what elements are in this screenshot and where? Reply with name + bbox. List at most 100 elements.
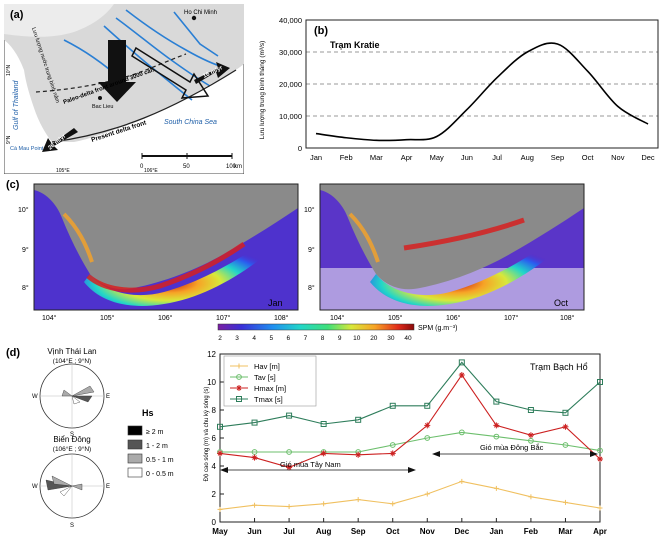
colorbar-tick: 10 <box>353 335 361 342</box>
hs-legend <box>127 425 143 478</box>
data-point <box>493 422 500 429</box>
x-tick-label: Oct <box>582 153 595 162</box>
chart-d-legend: Hav [m] Tav [s] Hmax [m] Tmax [s] <box>230 362 286 404</box>
legend-entry: Tav [s] <box>230 373 276 382</box>
sat-lat-1b: 9° <box>308 246 315 254</box>
rose1-coords: (104°E ; 9°N) <box>53 357 91 365</box>
data-point <box>459 478 465 484</box>
sat-lon-4b: 108° <box>560 314 575 322</box>
panel-d-wind: (d) Vịnh Thái Lan (104°E ; 9°N) N E S W … <box>4 346 204 544</box>
x-tick-label: Jul <box>283 527 295 536</box>
chart-b-ylabel: Lưu lượng trung bình tháng (m³/s) <box>259 41 266 140</box>
chart-b-xticks: Jan Feb Mar Apr May Jun Jul Aug Sep Oct Nov Dec <box>310 153 655 162</box>
chart-d-series <box>217 359 603 512</box>
x-tick-label: Dec <box>454 527 469 536</box>
sat-lon-4: 108° <box>274 314 289 322</box>
y-tick-label: 0 <box>298 144 302 153</box>
highland-area <box>4 4 114 37</box>
x-tick-label: Jan <box>310 153 322 162</box>
chart-d-ylabel: Độ cao sóng (m) và chu kỳ sóng (s) <box>204 387 210 482</box>
data-point <box>493 433 500 440</box>
data-point <box>458 359 465 366</box>
data-point <box>286 449 292 455</box>
rate-arrow-2 <box>42 128 78 152</box>
data-point <box>217 506 223 512</box>
colorbar-tick: 20 <box>370 335 378 342</box>
rose1-s: S <box>70 432 74 438</box>
panel-label-d: (d) <box>6 347 20 359</box>
map-svg: (a) Ho Chi Minh Lưu lượng nước trung bìn… <box>3 3 245 175</box>
chart-b-axes <box>305 19 659 149</box>
satellite-svg: (c) Jan Oct 10° 9° 8° 10° 9° 8° <box>6 179 585 342</box>
x-tick-label: Aug <box>316 527 332 536</box>
oct-spm-plume <box>370 240 560 306</box>
data-point <box>528 437 534 444</box>
x-tick-label: Dec <box>641 153 655 162</box>
gulf-label: Gulf of Thailand <box>13 79 20 130</box>
chart-d-yticks: 0 2 4 6 8 10 12 <box>207 350 224 527</box>
rose2-s: S <box>70 523 74 529</box>
legend-entry: Hav [m] <box>230 362 280 371</box>
sat-month-jan: Jan <box>268 298 283 308</box>
data-point <box>236 396 242 402</box>
series-hav <box>217 478 603 512</box>
data-point <box>562 423 569 430</box>
satellite-jan <box>33 183 299 311</box>
data-point <box>217 423 223 430</box>
discharge-line <box>315 42 649 142</box>
jan-land <box>34 184 298 290</box>
wind-rose-1 <box>39 363 105 429</box>
sat-lon-0: 104° <box>42 314 57 322</box>
chart-b-grid <box>306 51 658 117</box>
monsoon-ne-label: Gió mùa Đông Bắc <box>480 443 544 452</box>
map-lon-tick-1: 106°E <box>144 168 158 174</box>
city-marker <box>191 15 197 21</box>
data-point <box>562 442 569 448</box>
present-delta-front-line <box>51 69 237 143</box>
sat-lat-2b: 8° <box>308 284 315 292</box>
baclieu-marker <box>98 96 102 100</box>
panel-b-chart: (b) Trạm Kratie Lưu lượng trung bình thá… <box>250 4 668 174</box>
x-tick-label: Jul <box>492 153 502 162</box>
sat-lon-1: 105° <box>100 314 115 322</box>
hs-legend-0: ≥ 2 m <box>146 429 164 436</box>
legend-label: Tmax [s] <box>254 395 283 404</box>
series-line <box>219 374 601 468</box>
x-tick-label: Apr <box>593 527 607 536</box>
panel-label-b: (b) <box>314 25 328 37</box>
sat-lon-3b: 107° <box>504 314 519 322</box>
hs-legend-title: Hs <box>142 408 154 418</box>
chart-b-series <box>315 42 649 142</box>
legend-entry: Hmax [m] <box>230 384 286 393</box>
y-tick-label: 4 <box>212 462 217 471</box>
series-line <box>219 361 601 428</box>
data-point <box>562 499 568 505</box>
x-tick-label: Mar <box>370 153 383 162</box>
data-point <box>320 421 327 427</box>
satellite-oct <box>319 183 585 311</box>
series-hmax <box>217 372 603 471</box>
data-point <box>355 497 361 503</box>
colorbar-tick: 8 <box>321 335 325 342</box>
data-point <box>528 494 534 500</box>
scale-bar <box>141 153 233 159</box>
y-tick-label: 30,000 <box>279 48 302 57</box>
data-point <box>424 402 431 409</box>
data-point <box>236 385 242 391</box>
sat-lon-2: 106° <box>158 314 173 322</box>
x-tick-label: Mar <box>558 527 572 536</box>
data-point <box>251 419 258 426</box>
series-line <box>220 431 601 453</box>
rose2-coords: (106°E ; 9°N) <box>53 445 91 453</box>
data-point <box>236 363 242 369</box>
monsoon-sw-arrow <box>220 467 416 473</box>
data-point <box>389 442 396 448</box>
data-point <box>252 502 258 508</box>
panel-label-a: (a) <box>10 9 24 21</box>
y-tick-label: 2 <box>212 490 217 499</box>
panel-d-chart: Trạm Bạch Hổ Độ cao sóng (m) và chu kỳ s… <box>200 346 668 544</box>
rose1-e: E <box>106 394 110 400</box>
data-point <box>597 505 603 511</box>
colorbar-tick: 2 <box>218 335 222 342</box>
oct-land <box>320 184 584 290</box>
